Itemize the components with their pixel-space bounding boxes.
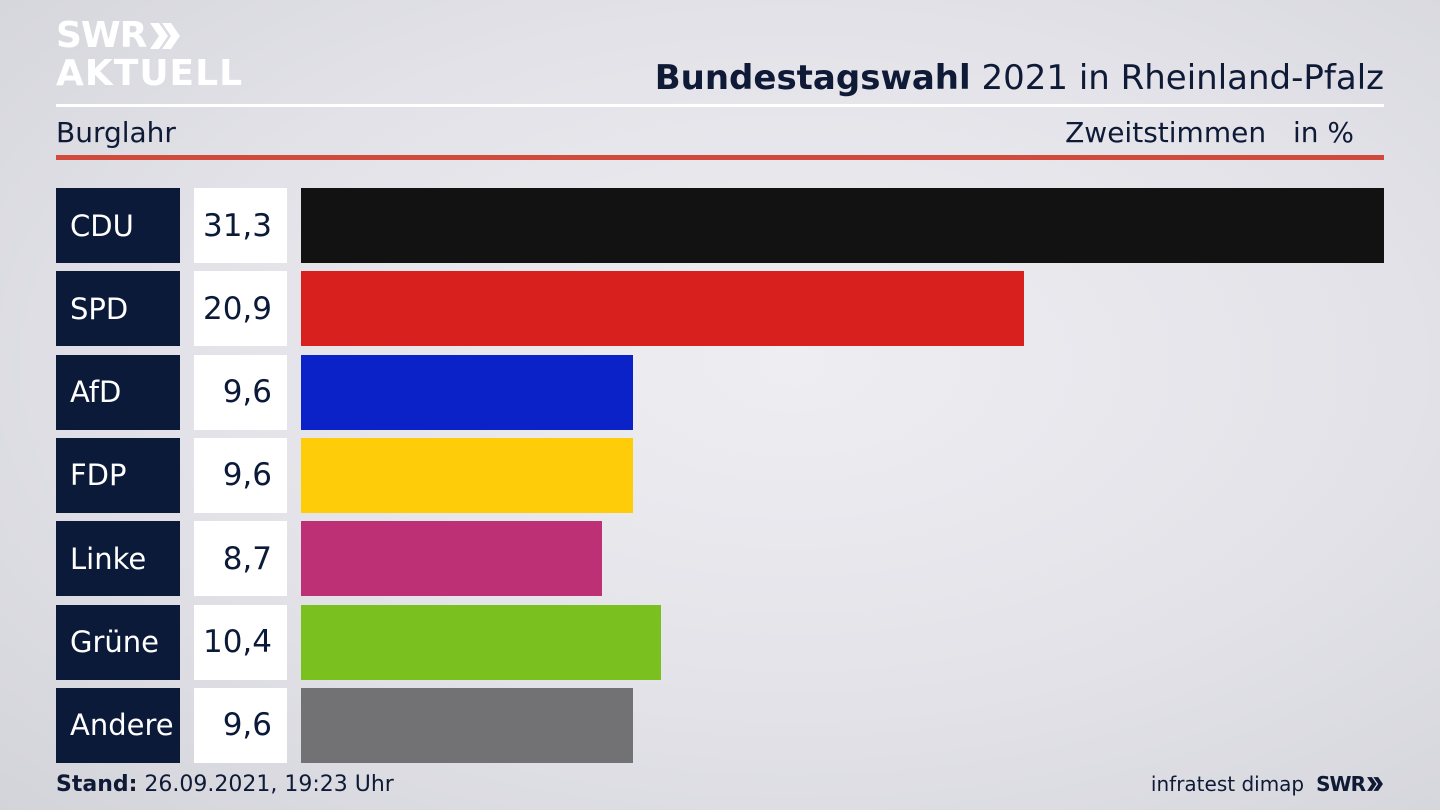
header-divider: [56, 104, 1384, 107]
value-label: 10,4: [194, 604, 287, 680]
party-label: Andere: [56, 687, 180, 763]
party-label: AfD: [56, 354, 180, 430]
timestamp: Stand: 26.09.2021, 19:23 Uhr: [56, 772, 394, 797]
value-label: 20,9: [194, 271, 287, 347]
bar: [301, 604, 661, 680]
stand-value: 26.09.2021, 19:23 Uhr: [144, 772, 394, 797]
bar: [301, 271, 1024, 347]
title-bold: Bundestagswahl: [654, 58, 971, 98]
brand-text: SWR: [1316, 772, 1366, 796]
swr-small-logo: SWR: [1316, 772, 1384, 796]
party-label: Linke: [56, 521, 180, 597]
swr-aktuell-logo: SWR AKTUELL: [56, 18, 243, 92]
double-chevron-icon: [1367, 777, 1383, 791]
location-label: Burglahr: [56, 116, 176, 149]
subheader-divider: [56, 155, 1384, 160]
value-label: 9,6: [194, 687, 287, 763]
unit-text: in %: [1292, 116, 1354, 149]
bar: [301, 521, 602, 597]
bar-row-spd: SPD 20,9: [56, 271, 1384, 347]
source-text: infratest dimap: [1150, 772, 1305, 796]
party-label: SPD: [56, 271, 180, 347]
bar-row-linke: Linke 8,7: [56, 521, 1384, 597]
source-credit: infratest dimap SWR: [1151, 772, 1384, 796]
measure-text: Zweitstimmen: [1065, 116, 1267, 149]
logo-aktuell-text: AKTUELL: [56, 53, 244, 94]
bar-row-fdp: FDP 9,6: [56, 437, 1384, 513]
bar-row-afd: AfD 9,6: [56, 354, 1384, 430]
bar: [301, 354, 633, 430]
value-label: 9,6: [194, 437, 287, 513]
bar-row-andere: Andere 9,6: [56, 687, 1384, 763]
bar: [301, 437, 633, 513]
double-chevron-icon: [150, 23, 181, 49]
bar-row-cdu: CDU 31,3: [56, 188, 1384, 263]
value-label: 9,6: [194, 354, 287, 430]
bar: [301, 188, 1384, 263]
party-label: CDU: [56, 188, 180, 263]
title-rest: 2021 in Rheinland-Pfalz: [981, 58, 1384, 98]
stand-label: Stand:: [56, 772, 138, 797]
logo-swr-text: SWR: [56, 15, 147, 56]
page-title: Bundestagswahl 2021 in Rheinland-Pfalz: [655, 58, 1384, 98]
party-label: Grüne: [56, 604, 180, 680]
bar-row-grne: Grüne 10,4: [56, 604, 1384, 680]
party-label: FDP: [56, 437, 180, 513]
value-label: 31,3: [194, 188, 287, 263]
value-label: 8,7: [194, 521, 287, 597]
bar: [301, 687, 633, 763]
measure-label: Zweitstimmen in %: [1065, 116, 1354, 149]
